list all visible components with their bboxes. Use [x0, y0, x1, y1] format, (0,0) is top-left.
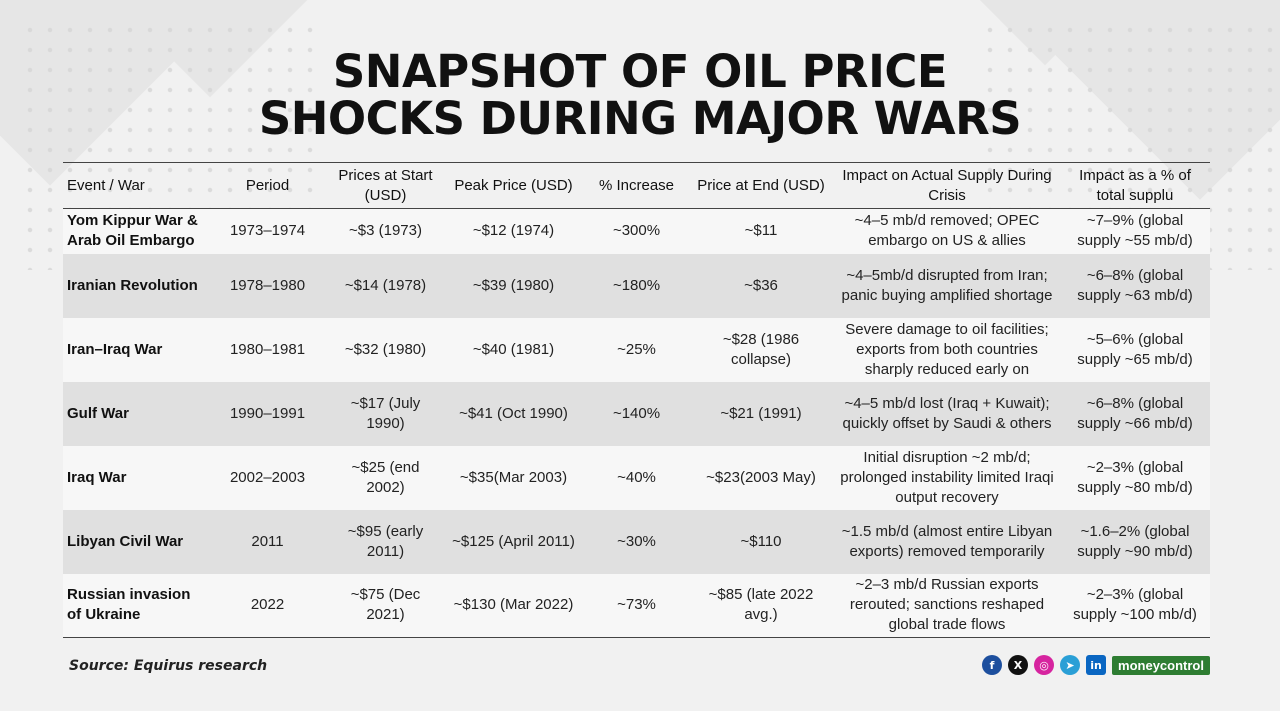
table-row: Gulf War 1990–1991 ~$17 (July 1990) ~$41…	[63, 381, 1210, 446]
column-header: Prices at Start (USD)	[329, 162, 442, 209]
table-row: Iraq War 2002–2003 ~$25 (end 2002) ~$35(…	[63, 445, 1210, 510]
period-cell: 1978–1980	[229, 276, 306, 294]
peak-price-cell: ~$35(Mar 2003)	[459, 468, 568, 486]
end-price-cell: ~$85 (late 2022 avg.)	[708, 586, 814, 624]
event-cell: Russian invasion of Ukraine	[67, 586, 191, 624]
column-header: Impact on Actual Supply During Crisis	[834, 162, 1060, 209]
end-price-cell: ~$11	[744, 222, 778, 240]
supply-percent-cell: ~6–8% (global supply ~66 mb/d)	[1077, 394, 1193, 432]
event-cell: Libyan Civil War	[67, 532, 184, 550]
event-cell: Yom Kippur War & Arab Oil Embargo	[67, 212, 198, 250]
peak-price-cell: ~$41 (Oct 1990)	[459, 404, 568, 422]
linkedin-icon[interactable]: in	[1086, 655, 1107, 675]
supply-percent-cell: ~7–9% (global supply ~55 mb/d)	[1077, 212, 1193, 250]
column-header: Peak Price (USD)	[442, 162, 585, 209]
event-cell: Iraq War	[67, 468, 127, 486]
event-cell: Iran–Iraq War	[67, 340, 163, 358]
increase-cell: ~73%	[617, 596, 656, 614]
start-price-cell: ~$3 (1973)	[349, 222, 422, 240]
moneycontrol-logo: moneycontrol	[1112, 655, 1210, 675]
peak-price-cell: ~$40 (1981)	[472, 340, 555, 358]
supply-impact-cell: Severe damage to oil facilities; exports…	[845, 320, 1049, 378]
table-header-row: Event / War Period Prices at Start (USD)…	[63, 162, 1210, 209]
facebook-icon[interactable]: f	[982, 655, 1003, 675]
table-row: Iran–Iraq War 1980–1981 ~$32 (1980) ~$40…	[63, 317, 1210, 382]
peak-price-cell: ~$12 (1974)	[472, 222, 555, 240]
column-header: Price at End (USD)	[688, 162, 834, 209]
period-cell: 2002–2003	[229, 468, 306, 486]
column-header: Event / War	[63, 162, 206, 209]
column-header: Period	[206, 162, 329, 209]
supply-percent-cell: ~2–3% (global supply ~100 mb/d)	[1073, 586, 1197, 624]
peak-price-cell: ~$39 (1980)	[472, 276, 555, 294]
period-cell: 1973–1974	[229, 222, 306, 240]
brand-footer: f X ◎ ➤ in moneycontrol	[982, 655, 1210, 675]
table-row: Russian invasion of Ukraine 2022 ~$75 (D…	[63, 573, 1210, 638]
supply-percent-cell: ~1.6–2% (global supply ~90 mb/d)	[1077, 522, 1193, 560]
instagram-icon[interactable]: ◎	[1034, 655, 1055, 675]
start-price-cell: ~$17 (July 1990)	[350, 394, 421, 432]
period-cell: 1990–1991	[229, 404, 306, 422]
source-note: Source: Equirus research	[69, 658, 268, 674]
supply-impact-cell: ~1.5 mb/d (almost entire Libyan exports)…	[841, 522, 1053, 560]
end-price-cell: ~$110	[740, 532, 782, 550]
table-row: Libyan Civil War 2011 ~$95 (early 2011) …	[63, 509, 1210, 574]
event-cell: Iranian Revolution	[67, 276, 198, 294]
period-cell: 2011	[251, 532, 284, 550]
peak-price-cell: ~$125 (April 2011)	[452, 532, 575, 550]
x-icon[interactable]: X	[1008, 655, 1029, 675]
title-line-2: SHOCKS DURING MAJOR WARS	[258, 92, 1022, 145]
increase-cell: ~300%	[612, 222, 661, 240]
end-price-cell: ~$23(2003 May)	[706, 468, 816, 486]
telegram-icon[interactable]: ➤	[1060, 655, 1081, 675]
period-cell: 1980–1981	[229, 340, 306, 358]
increase-cell: ~25%	[617, 340, 656, 358]
peak-price-cell: ~$130 (Mar 2022)	[453, 596, 574, 614]
increase-cell: ~140%	[612, 404, 661, 422]
supply-percent-cell: ~6–8% (global supply ~63 mb/d)	[1077, 266, 1193, 304]
end-price-cell: ~$36	[744, 276, 778, 294]
start-price-cell: ~$95 (early 2011)	[347, 522, 424, 560]
supply-percent-cell: ~2–3% (global supply ~80 mb/d)	[1077, 458, 1193, 496]
start-price-cell: ~$32 (1980)	[344, 340, 427, 358]
increase-cell: ~180%	[612, 276, 661, 294]
supply-impact-cell: ~4–5 mb/d removed; OPEC embargo on US & …	[854, 212, 1040, 250]
table-row: Iranian Revolution 1978–1980 ~$14 (1978)…	[63, 253, 1210, 318]
supply-impact-cell: Initial disruption ~2 mb/d; prolonged in…	[840, 448, 1054, 506]
page-title: SNAPSHOT OF OIL PRICE SHOCKS DURING MAJO…	[0, 48, 1280, 142]
start-price-cell: ~$14 (1978)	[344, 276, 427, 294]
supply-impact-cell: ~4–5 mb/d lost (Iraq + Kuwait); quickly …	[842, 394, 1052, 432]
end-price-cell: ~$21 (1991)	[720, 404, 802, 422]
supply-impact-cell: ~2–3 mb/d Russian exports rerouted; sanc…	[849, 576, 1045, 634]
supply-percent-cell: ~5–6% (global supply ~65 mb/d)	[1077, 330, 1193, 368]
column-header: % Increase	[585, 162, 688, 209]
supply-impact-cell: ~4–5mb/d disrupted from Iran; panic buyi…	[841, 266, 1053, 304]
period-cell: 2022	[250, 596, 285, 614]
increase-cell: ~40%	[617, 468, 656, 486]
title-line-1: SNAPSHOT OF OIL PRICE	[332, 45, 948, 98]
start-price-cell: ~$25 (end 2002)	[351, 458, 420, 496]
event-cell: Gulf War	[67, 404, 129, 422]
start-price-cell: ~$75 (Dec 2021)	[350, 586, 421, 624]
increase-cell: ~30%	[617, 532, 656, 550]
table-row: Yom Kippur War & Arab Oil Embargo 1973–1…	[63, 208, 1210, 254]
column-header: Impact as a % of total supplu	[1060, 162, 1210, 209]
oil-price-table: Event / War Period Prices at Start (USD)…	[63, 162, 1210, 638]
end-price-cell: ~$28 (1986 collapse)	[722, 330, 800, 368]
